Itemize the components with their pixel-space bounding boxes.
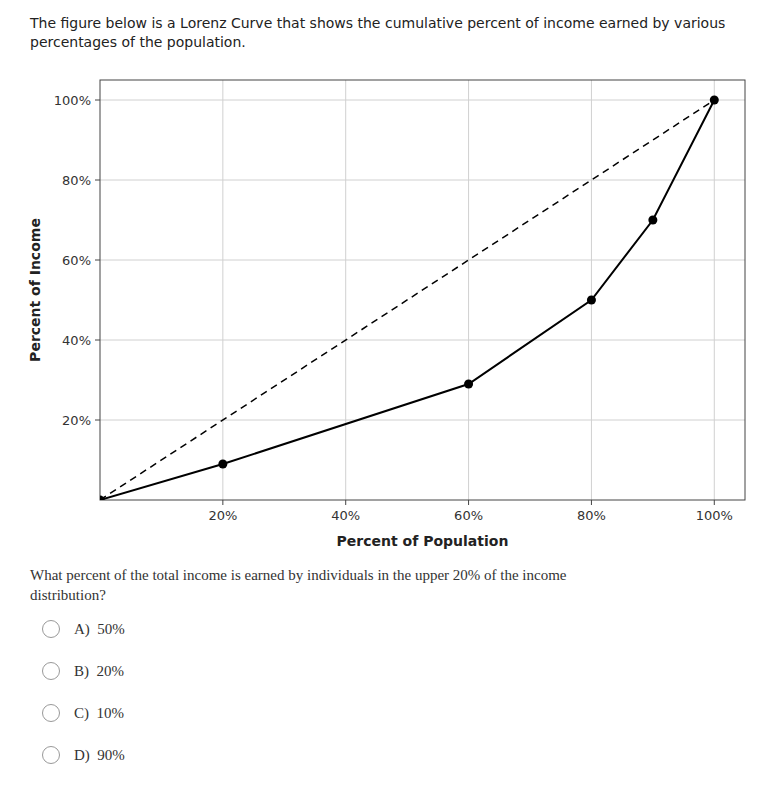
marker [648, 216, 657, 225]
tick-mark [345, 500, 346, 505]
tick-label: 60% [454, 508, 483, 523]
radio-button[interactable] [42, 704, 60, 722]
tick-mark [95, 100, 100, 101]
radio-button[interactable] [42, 620, 60, 638]
tick-mark [95, 180, 100, 181]
tick-label: 100% [696, 508, 733, 523]
tick-label: 20% [208, 508, 237, 523]
question-text: distribution? [30, 585, 750, 605]
grid-line [714, 80, 715, 500]
answer-option[interactable]: C) 10% [30, 695, 750, 731]
tick-label: 80% [577, 508, 606, 523]
annotations: What percent of the total income is earn… [30, 565, 750, 773]
tick-label: 100% [54, 93, 91, 108]
lorenz-line [100, 100, 714, 500]
grid-line [100, 260, 745, 261]
marker [100, 496, 105, 501]
marker [587, 296, 596, 305]
grid-line [345, 80, 346, 500]
tick-label: 20% [62, 413, 91, 428]
answer-label: D) 90% [74, 747, 125, 764]
tick-label: 40% [62, 333, 91, 348]
marker [710, 96, 719, 105]
radio-button[interactable] [42, 662, 60, 680]
answer-option[interactable]: B) 20% [30, 653, 750, 689]
grid-line [591, 80, 592, 500]
y-axis-label: Percent of Income [27, 218, 43, 362]
series-group [100, 96, 719, 501]
answer-label: A) 50% [74, 621, 125, 638]
tick-mark [714, 500, 715, 505]
tick-mark [591, 500, 592, 505]
answer-option[interactable]: D) 90% [30, 737, 750, 773]
grid-line [468, 80, 469, 500]
tick-mark [95, 420, 100, 421]
radio-button[interactable] [42, 746, 60, 764]
answer-label: C) 10% [74, 705, 124, 722]
grid-line [100, 180, 745, 181]
grid-line [100, 100, 745, 101]
answer-option[interactable]: A) 50% [30, 611, 750, 647]
answer-label: B) 20% [74, 663, 124, 680]
tick-mark [95, 260, 100, 261]
marker [218, 460, 227, 469]
grid-line [222, 80, 223, 500]
title: The figure below is a Lorenz Curve that … [30, 14, 750, 52]
chart: 20% 40% 60% 80% 100% 20% 40% 60% 80% 100% Percent … [0, 60, 782, 560]
marker [464, 380, 473, 389]
tick-label: 60% [62, 253, 91, 268]
tick-label: 40% [331, 508, 360, 523]
tick-mark [95, 340, 100, 341]
tick-label: 80% [62, 173, 91, 188]
x-axis-label: Percent of Population [337, 533, 509, 549]
axes: 20% 40% 60% 80% 100% 20% 40% 60% 80% 100% [54, 93, 733, 524]
tick-mark [222, 500, 223, 505]
question-text: What percent of the total income is earn… [30, 565, 750, 585]
equality-line [100, 100, 714, 500]
tick-mark [468, 500, 469, 505]
plot-frame [100, 80, 745, 500]
grid [100, 80, 745, 500]
grid-line [100, 340, 745, 341]
grid-line [100, 420, 745, 421]
